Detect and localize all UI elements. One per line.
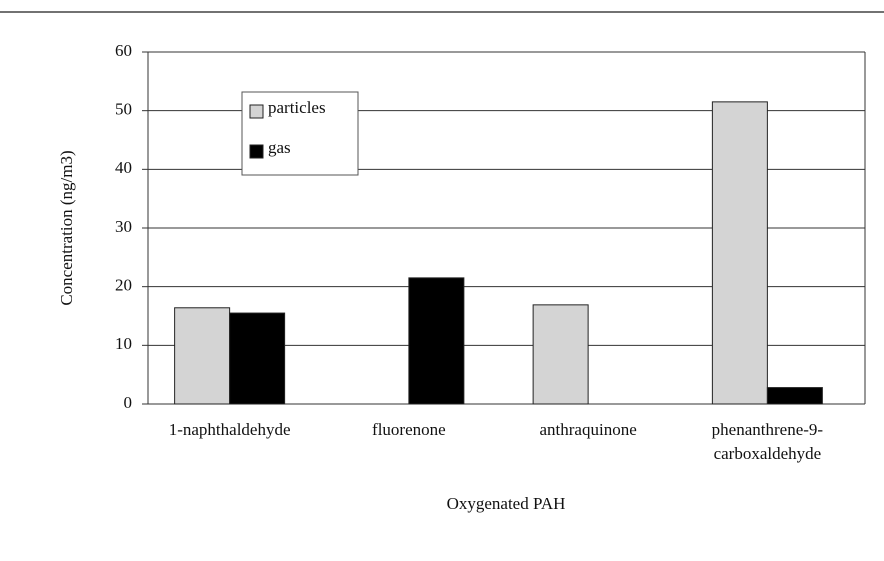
legend-label: particles xyxy=(268,98,326,117)
y-tick-label: 60 xyxy=(115,41,132,60)
y-axis-label: Concentration (ng/m3) xyxy=(57,150,76,305)
y-tick-label: 10 xyxy=(115,334,132,353)
x-tick-label: 1-naphthaldehyde xyxy=(168,420,291,439)
y-tick-label: 30 xyxy=(115,217,132,236)
y-tick-label: 0 xyxy=(124,393,133,412)
legend-swatch xyxy=(249,144,264,159)
x-tick-label: anthraquinone xyxy=(539,420,637,439)
x-tick-label: fluorenone xyxy=(372,420,446,439)
bar xyxy=(532,304,589,405)
x-tick-label-box: 1-naphthaldehyde xyxy=(168,420,291,439)
y-tick-label: 20 xyxy=(115,276,132,295)
x-tick-label: phenanthrene-9- carboxaldehyde xyxy=(711,420,824,463)
x-axis-label: Oxygenated PAH xyxy=(447,494,566,513)
legend-label: gas xyxy=(268,138,291,157)
bar xyxy=(711,101,768,405)
bar xyxy=(766,387,823,405)
x-tick-label-box: fluorenone xyxy=(372,420,446,439)
bar xyxy=(408,277,465,405)
bar xyxy=(174,307,231,405)
y-tick-label: 50 xyxy=(115,100,132,119)
bar xyxy=(229,312,286,405)
y-tick-label: 40 xyxy=(115,158,132,177)
x-tick-label-box: phenanthrene-9- carboxaldehyde xyxy=(711,420,824,463)
x-tick-label-box: anthraquinone xyxy=(539,420,637,439)
legend-swatch xyxy=(249,104,264,119)
